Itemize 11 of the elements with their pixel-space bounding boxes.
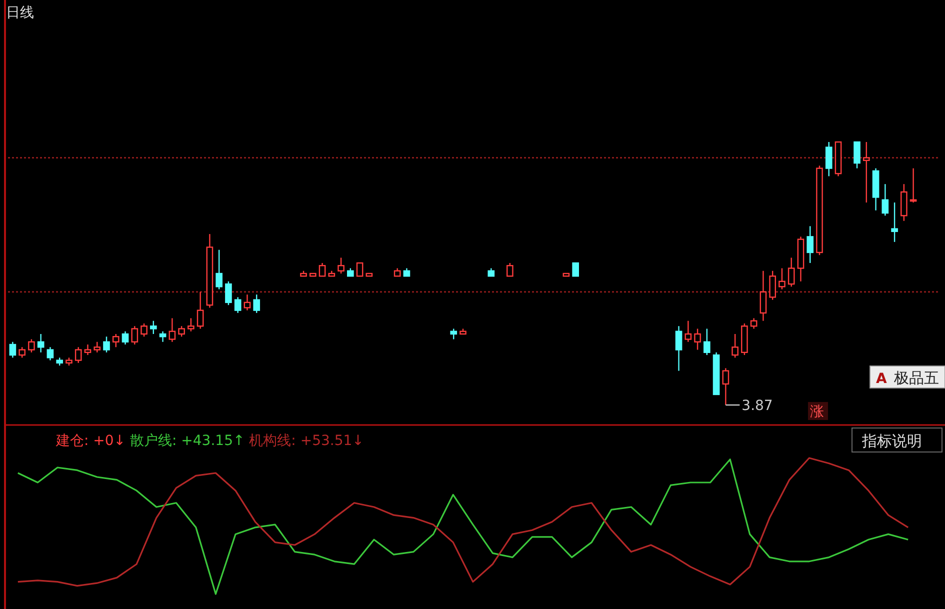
text: 指标说明 [861, 432, 922, 450]
chart-title: 日线 [6, 5, 34, 21]
annotation: A [876, 371, 887, 387]
text: : +43.15↑ [172, 433, 245, 449]
text: 建仓: +0↓ [55, 433, 126, 449]
annotation: 3.87 [742, 398, 773, 414]
annotation: 涨 [810, 404, 824, 420]
text: 散户线 [130, 433, 172, 449]
text: : +53.51↓ [291, 433, 364, 449]
text: 机构线 [249, 433, 292, 449]
annotation: 极品五 [893, 369, 939, 387]
